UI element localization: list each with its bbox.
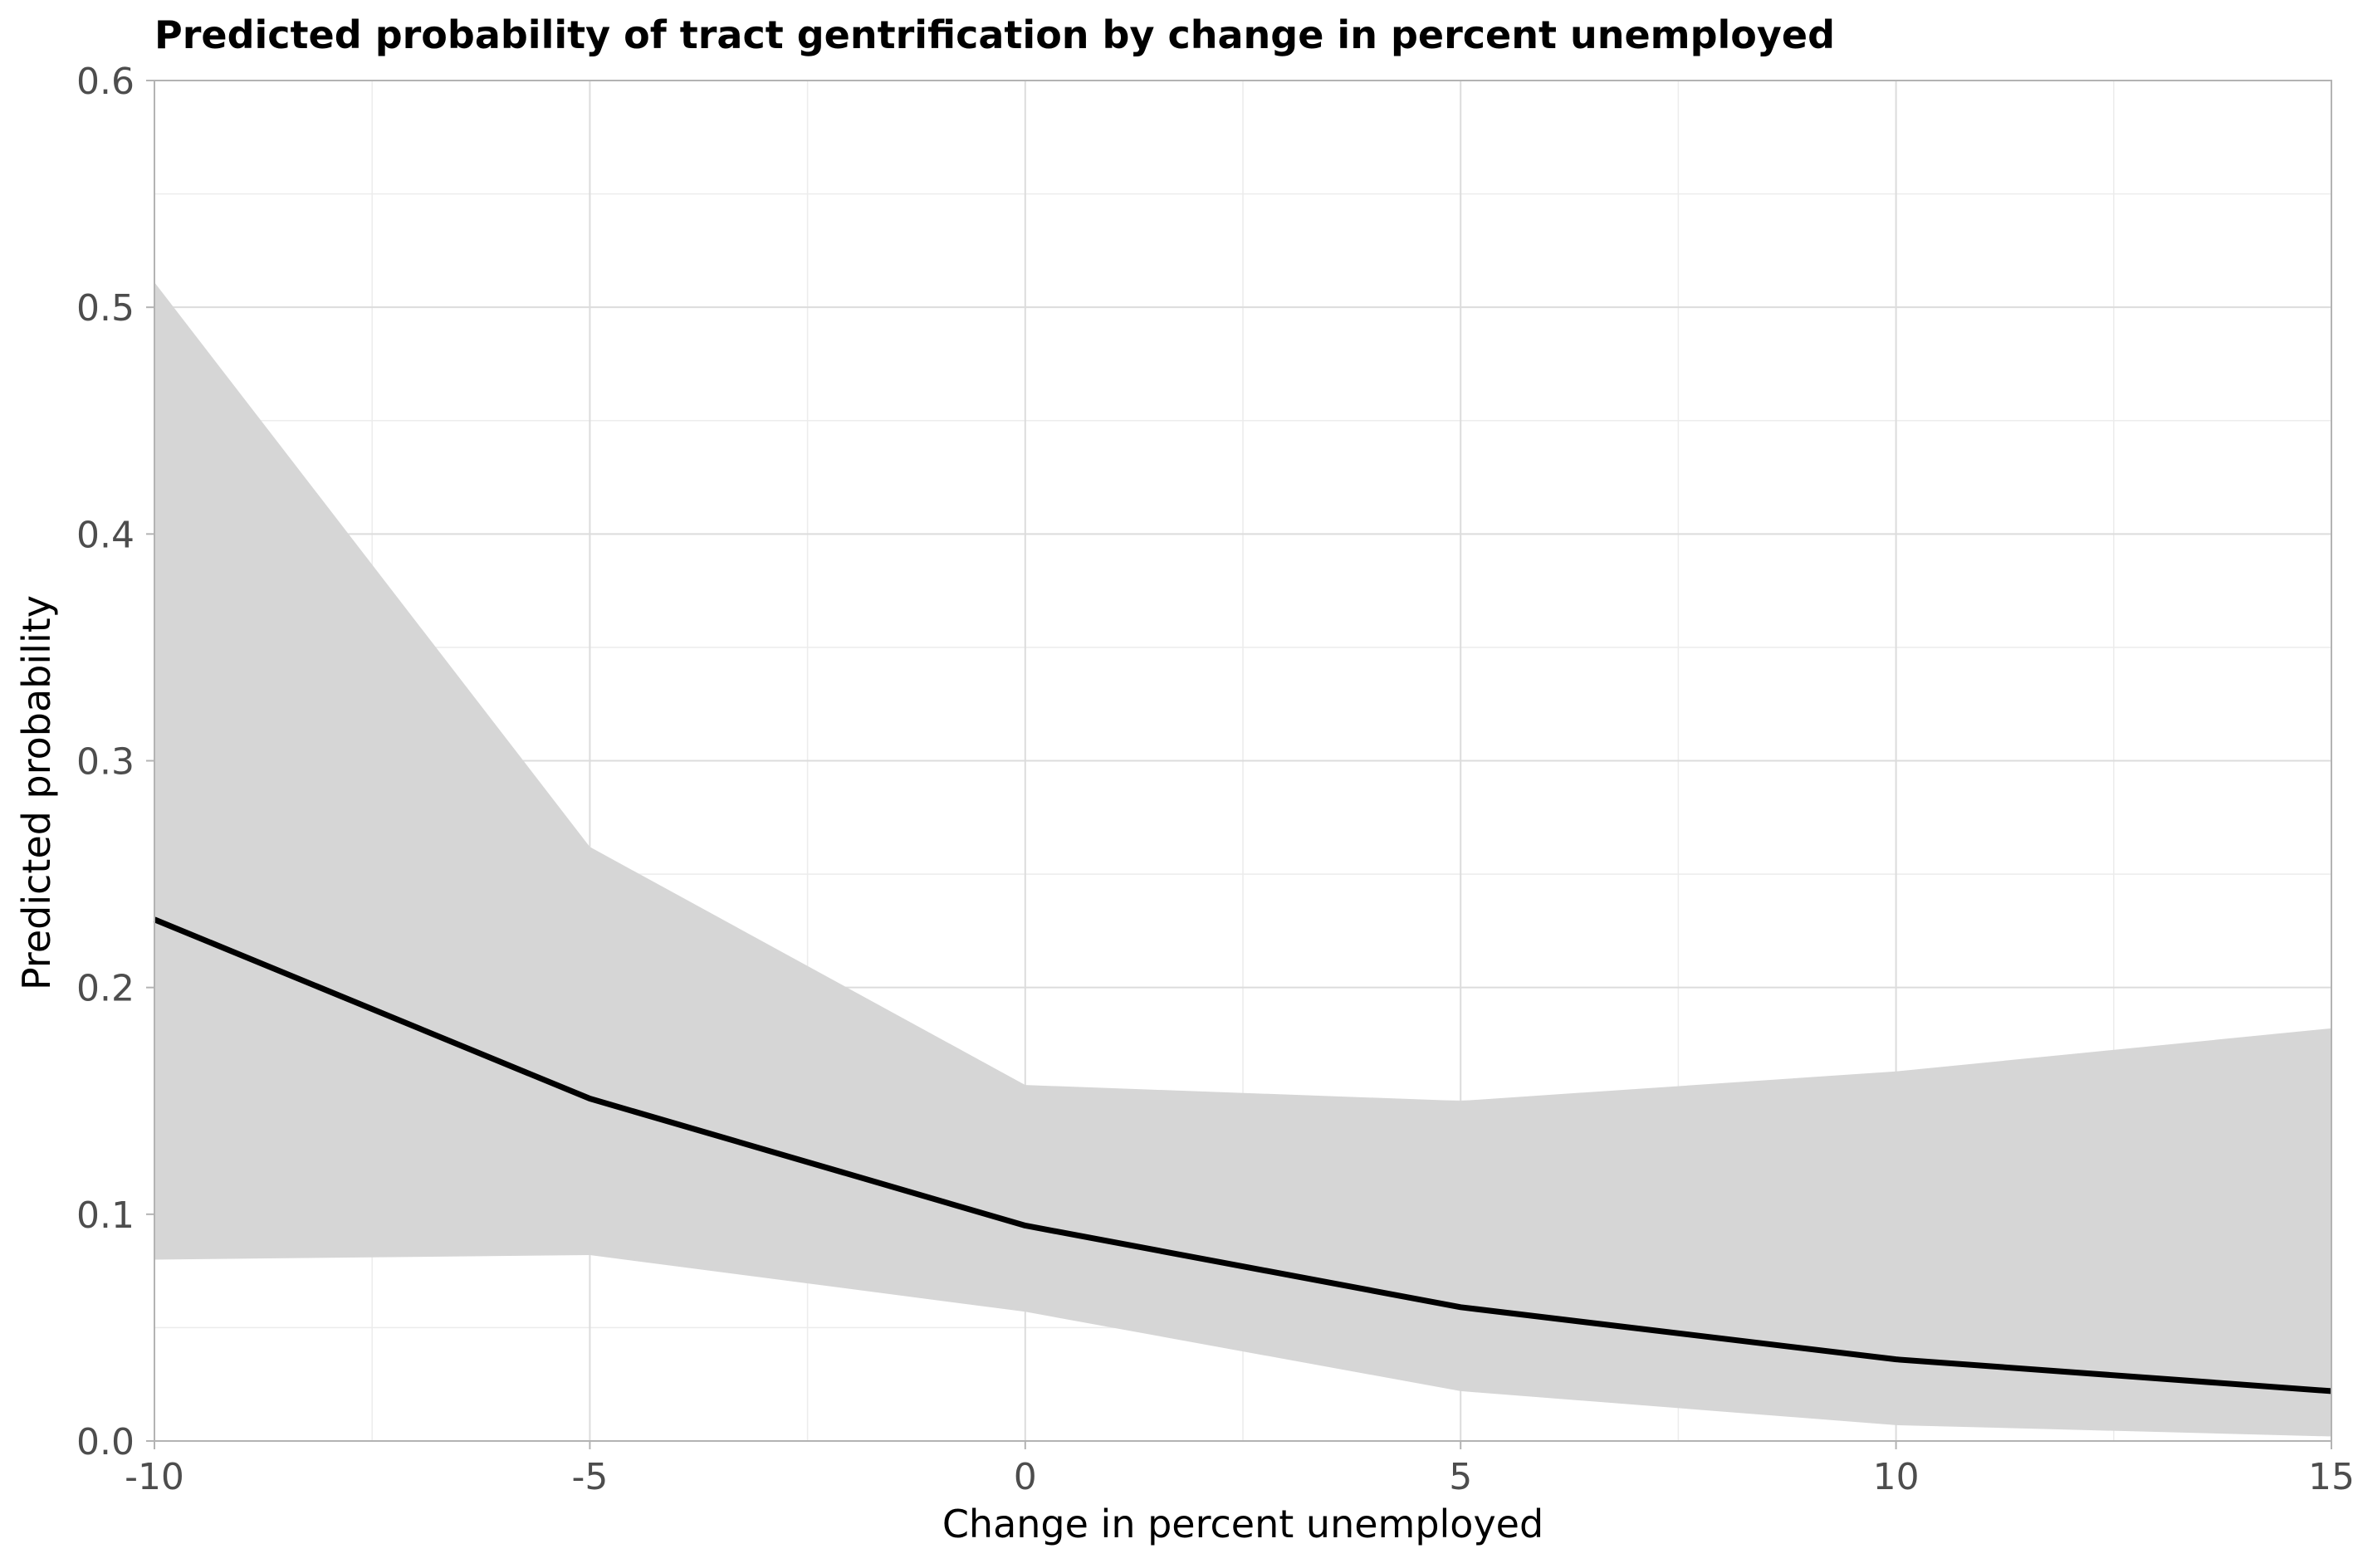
y-tick-label: 0.6 [76,61,135,103]
confidence-band [154,282,2331,1437]
chart-title: Predicted probability of tract gentrific… [154,12,1835,57]
x-tick-label: 10 [1873,1456,1920,1498]
y-tick-label: 0.0 [76,1421,135,1463]
y-tick-label: 0.2 [76,968,135,1010]
y-tick-label: 0.4 [76,514,135,556]
x-tick-label: 5 [1449,1456,1472,1498]
x-axis-ticks: -10 -5 0 5 10 15 [125,1441,2353,1498]
y-tick-label: 0.5 [76,287,135,330]
y-axis-title: Predicted probability [14,595,59,990]
line-layer [153,916,2332,1395]
y-tick-label: 0.1 [76,1194,135,1237]
x-tick-label: 15 [2308,1456,2353,1498]
y-tick-label: 0.3 [76,741,135,784]
confidence-band-layer [154,282,2331,1437]
y-axis-ticks: 0.0 0.1 0.2 0.3 0.4 0.5 0.6 [76,61,154,1463]
x-tick-label: -10 [125,1456,184,1498]
predicted-probability-line [153,916,2332,1395]
x-tick-label: 0 [1014,1456,1037,1498]
x-tick-label: -5 [571,1456,608,1498]
x-axis-title: Change in percent unemployed [942,1502,1543,1546]
